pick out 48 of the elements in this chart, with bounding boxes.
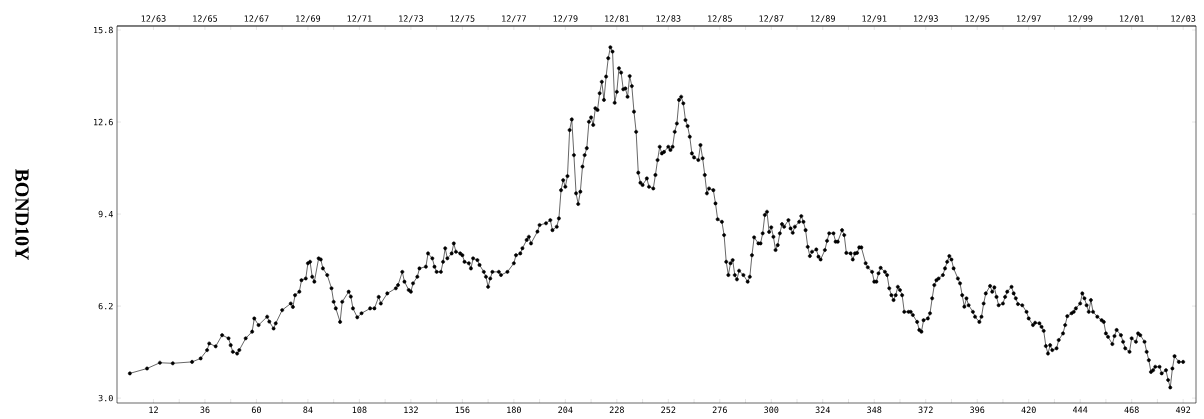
x-tick-label: 300 [764,406,779,414]
x-tick-label: 324 [815,406,830,414]
y-tick-label: 12.6 [94,118,113,126]
y-tick-label: 3.0 [98,394,113,402]
x-tick-label: 396 [970,406,985,414]
x-tick-label: 372 [918,406,933,414]
x-tick-label: 468 [1124,406,1139,414]
y-tick-label: 9.4 [98,210,113,218]
x2-tick-label: 12/93 [914,15,938,23]
x2-tick-label: 12/89 [811,15,835,23]
x-tick-label: 420 [1021,406,1036,414]
x2-tick-label: 12/69 [296,15,321,23]
x-tick-label: 12 [149,406,158,413]
x-tick-label: 60 [251,406,261,414]
x-tick-label: 36 [200,406,210,414]
y-tick-label: 15.8 [94,26,113,34]
x2-tick-label: 12/67 [244,15,269,23]
x-tick-label: 492 [1175,406,1191,414]
x-tick-label: 348 [867,406,882,414]
x2-tick-label: 12/63 [141,15,166,23]
x-tick-label: 228 [609,406,624,414]
x2-tick-label: 12/71 [347,15,372,23]
x2-tick-label: 12/75 [450,15,475,23]
x-tick-label: 204 [558,406,573,414]
x2-tick-label: 12/97 [1016,15,1041,23]
x-tick-label: 108 [352,406,367,414]
x-tick-label: 156 [455,406,470,414]
x-tick-label: 84 [303,406,313,414]
x2-tick-label: 12/77 [502,15,526,23]
x-tick-label: 180 [507,406,521,414]
x-tick-label: 132 [404,406,418,414]
x-tick-label: 444 [1072,406,1088,413]
x2-tick-label: 12/95 [965,15,990,23]
x2-tick-label: 12/65 [193,15,218,23]
x-tick-label: 276 [712,406,727,414]
x2-tick-label: 12/91 [862,15,887,23]
x2-tick-label: 12/85 [708,15,732,23]
y-axis-title: BOND10Y [15,168,29,261]
x-tick-label: 252 [661,406,676,414]
y-tick-label: 6.2 [98,302,113,310]
x2-tick-label: 12/03 [1171,15,1196,23]
x2-tick-label: 12/01 [1119,15,1144,23]
x2-tick-label: 12/81 [605,15,630,23]
x2-tick-label: 12/73 [399,15,424,23]
x2-tick-label: 12/87 [759,15,784,23]
x2-tick-label: 12/83 [656,15,681,23]
x2-tick-label: 12/79 [553,15,578,23]
x2-tick-label: 12/99 [1068,15,1093,23]
